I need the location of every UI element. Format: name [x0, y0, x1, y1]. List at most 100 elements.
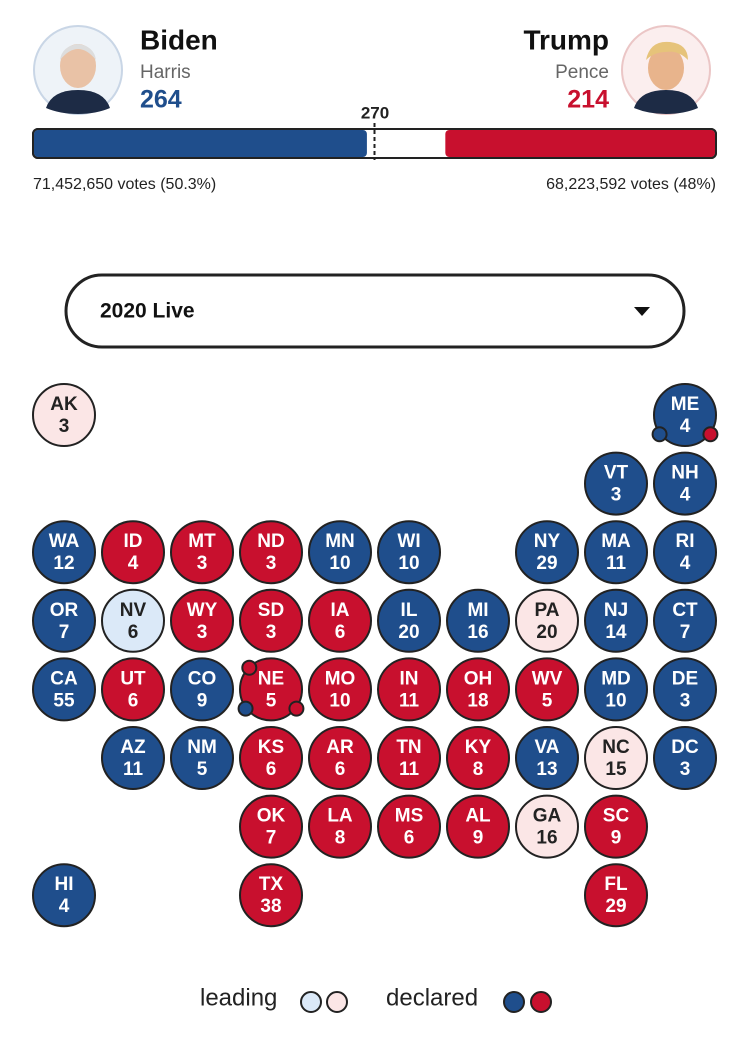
- state-votes: 12: [53, 553, 74, 574]
- legend: [300, 991, 552, 1013]
- state-abbr: NJ: [604, 600, 628, 621]
- state-votes: 7: [266, 828, 277, 849]
- state-circle: [32, 588, 96, 653]
- state-votes: 11: [399, 690, 420, 711]
- state-circle: [377, 726, 441, 790]
- state-votes: 3: [197, 553, 208, 574]
- state-circle: [584, 863, 648, 928]
- state-votes: 5: [266, 690, 277, 711]
- avatar-left: [33, 25, 123, 115]
- state-abbr: ME: [671, 394, 700, 415]
- state-votes: 9: [473, 828, 484, 849]
- state: ME4: [651, 383, 719, 447]
- state-abbr: IL: [401, 600, 418, 621]
- year-selector[interactable]: 2020 Live: [64, 273, 686, 349]
- state-abbr: AR: [326, 737, 354, 758]
- state-abbr: UT: [120, 668, 146, 689]
- state: NM5: [170, 726, 234, 790]
- avatar-right: [621, 25, 711, 115]
- state-abbr: ID: [124, 531, 143, 552]
- threshold-label: 270: [361, 103, 389, 122]
- state-abbr: OH: [464, 668, 493, 689]
- state: SC9: [584, 794, 648, 859]
- selector-box[interactable]: [64, 273, 686, 349]
- state-circle: [515, 588, 579, 653]
- state-abbr: MN: [325, 531, 355, 552]
- dropdown-arrow[interactable]: [634, 307, 650, 316]
- state-votes: 14: [605, 622, 627, 643]
- state-circle: [101, 726, 165, 790]
- state-circle: [446, 794, 510, 859]
- state-circle: [515, 794, 579, 859]
- state: WY3: [170, 588, 234, 653]
- state-votes: 29: [605, 896, 626, 917]
- state-abbr: MD: [601, 668, 631, 689]
- state-circle: [32, 383, 96, 447]
- state: SD3: [239, 588, 303, 653]
- state-votes: 10: [605, 690, 626, 711]
- selector-label[interactable]: 2020 Live: [100, 300, 195, 323]
- state: RI4: [653, 520, 717, 585]
- state-votes: 4: [680, 485, 691, 506]
- state-circle: [239, 520, 303, 585]
- candidate-name: Biden: [140, 24, 218, 55]
- state-votes: 8: [335, 828, 346, 849]
- state-circle: [308, 657, 372, 722]
- state-abbr: MO: [325, 668, 356, 689]
- state-circle: [101, 520, 165, 585]
- state-abbr: NH: [671, 463, 698, 484]
- state-abbr: MA: [601, 531, 631, 552]
- state-circle: [584, 794, 648, 859]
- state-votes: 20: [398, 622, 419, 643]
- state-abbr: RI: [676, 531, 695, 552]
- state-circle: [308, 520, 372, 585]
- state-votes: 5: [197, 759, 208, 780]
- bar-left: [34, 130, 367, 157]
- state-circle: [446, 726, 510, 790]
- state-circle: [377, 520, 441, 585]
- state-circle: [239, 657, 303, 722]
- state: MS6: [377, 794, 441, 859]
- district-dot: [241, 659, 258, 676]
- state-circle: [653, 726, 717, 790]
- state-abbr: WY: [187, 600, 218, 621]
- state: IA6: [308, 588, 372, 653]
- state-abbr: KY: [465, 737, 492, 758]
- state: OK7: [239, 794, 303, 859]
- state: ND3: [239, 520, 303, 585]
- state-abbr: WA: [49, 531, 80, 552]
- state-circle: [308, 588, 372, 653]
- district-dot: [702, 426, 719, 443]
- state-votes: 9: [197, 690, 208, 711]
- state-votes: 11: [606, 553, 627, 574]
- state-abbr: OK: [257, 806, 286, 827]
- state-circle: [170, 657, 234, 722]
- state-abbr: IA: [331, 600, 350, 621]
- state-abbr: VA: [535, 737, 560, 758]
- state-circle: [377, 588, 441, 653]
- state: KS6: [239, 726, 303, 790]
- state-abbr: AZ: [120, 737, 146, 758]
- state-abbr: CO: [188, 668, 217, 689]
- state: DC3: [653, 726, 717, 790]
- state-circle: [584, 588, 648, 653]
- state-circle: [653, 657, 717, 722]
- state-circle: [653, 520, 717, 585]
- state-abbr: LA: [327, 806, 353, 827]
- state-circle: [32, 863, 96, 928]
- state-votes: 3: [611, 485, 622, 506]
- state-abbr: IN: [400, 668, 419, 689]
- state-circle: [170, 726, 234, 790]
- legend-swatch: [326, 991, 348, 1013]
- state-grid: AK3ME4VT3NH4WA12ID4MT3ND3MN10WI10NY29MA1…: [32, 383, 719, 928]
- state-circle: [653, 451, 717, 516]
- state-votes: 6: [335, 622, 346, 643]
- bar-right: [445, 130, 715, 157]
